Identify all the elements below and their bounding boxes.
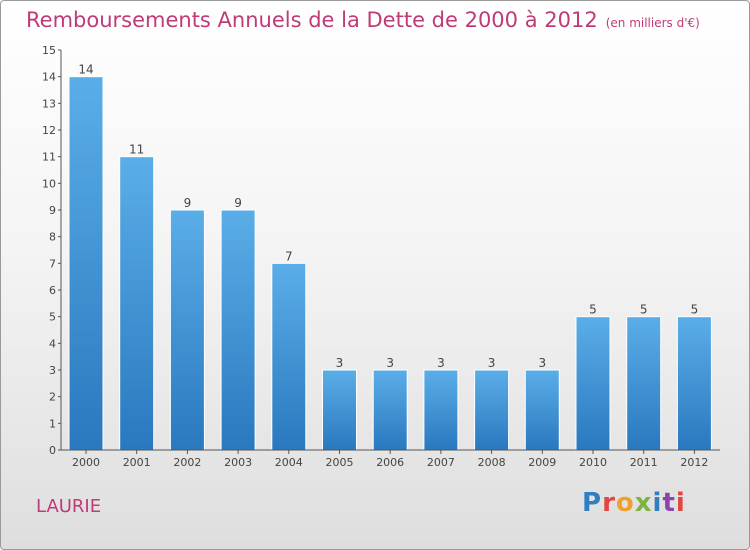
x-tick-label: 2011 [630, 456, 658, 469]
bar-value-label: 11 [129, 143, 144, 157]
x-tick-label: 2012 [680, 456, 708, 469]
bar-value-label: 9 [184, 196, 192, 210]
x-tick-label: 2010 [579, 456, 607, 469]
y-tick-label: 1 [49, 417, 56, 430]
bar-2011 [626, 316, 662, 451]
chart-title-block: Remboursements Annuels de la Dette de 20… [26, 8, 700, 32]
x-tick-label: 2005 [326, 456, 354, 469]
bar-value-label: 5 [589, 303, 597, 317]
x-tick-label: 2008 [478, 456, 506, 469]
x-tick-label: 2003 [224, 456, 252, 469]
logo-letter: x [634, 488, 653, 518]
logo-letter: i [652, 488, 663, 518]
y-tick-label: 11 [42, 151, 56, 164]
x-tick-label: 2004 [275, 456, 303, 469]
bar-value-label: 5 [691, 303, 699, 317]
chart-subtitle: (en milliers d'€) [605, 16, 700, 30]
y-tick-label: 6 [49, 284, 56, 297]
logo-letter: i [675, 488, 686, 518]
bar-2006 [372, 369, 408, 451]
bar-2009 [524, 369, 560, 451]
bar-2000 [68, 76, 104, 451]
bar-value-label: 14 [78, 63, 93, 77]
x-tick-label: 2009 [528, 456, 556, 469]
x-tick-label: 2006 [376, 456, 404, 469]
bar-value-label: 3 [538, 356, 546, 370]
y-tick-label: 0 [49, 444, 56, 457]
logo-letter: t [662, 488, 676, 518]
y-tick-label: 5 [49, 311, 56, 324]
x-tick-label: 2002 [173, 456, 201, 469]
y-tick-label: 2 [49, 391, 56, 404]
y-tick-label: 12 [42, 124, 56, 137]
x-tick-label: 2000 [72, 456, 100, 469]
bar-2007 [423, 369, 459, 451]
bar-2010 [575, 316, 611, 451]
logo-letter: P [582, 488, 603, 518]
logo-letter: r [602, 488, 616, 518]
logo-letter: o [615, 488, 635, 518]
bar-2002 [169, 209, 205, 451]
y-tick-label: 8 [49, 231, 56, 244]
bar-value-label: 9 [234, 196, 242, 210]
y-tick-label: 9 [49, 204, 56, 217]
y-tick-label: 7 [49, 257, 56, 270]
y-tick-label: 10 [42, 177, 56, 190]
bar-value-label: 3 [336, 356, 344, 370]
proxiti-logo: Proxiti [582, 488, 686, 518]
y-tick-label: 13 [42, 97, 56, 110]
bar-2005 [322, 369, 357, 451]
bar-2012 [676, 316, 712, 451]
bar-2003 [220, 209, 256, 451]
y-tick-label: 4 [49, 337, 56, 350]
commune-name: LAURIE [36, 496, 102, 517]
y-tick-label: 14 [42, 71, 56, 84]
bars: 14 11 9 9 7 3 3 3 3 3 5 5 5 [68, 63, 712, 451]
bar-value-label: 3 [437, 356, 445, 370]
y-tick-label: 3 [49, 364, 56, 377]
bar-value-label: 7 [285, 249, 293, 263]
bar-2001 [119, 156, 155, 451]
y-tick-label: 15 [42, 44, 56, 57]
bar-value-label: 3 [386, 356, 394, 370]
x-axis: 2000 2001 2002 2003 2004 2005 2006 2007 2008 2009… [61, 449, 720, 469]
chart-title: Remboursements Annuels de la Dette de 20… [26, 8, 598, 32]
bar-2008 [474, 369, 510, 451]
x-tick-label: 2007 [427, 456, 455, 469]
bar-value-label: 3 [488, 356, 496, 370]
bar-2004 [271, 262, 307, 451]
x-tick-label: 2001 [123, 456, 151, 469]
bar-value-label: 5 [640, 303, 648, 317]
